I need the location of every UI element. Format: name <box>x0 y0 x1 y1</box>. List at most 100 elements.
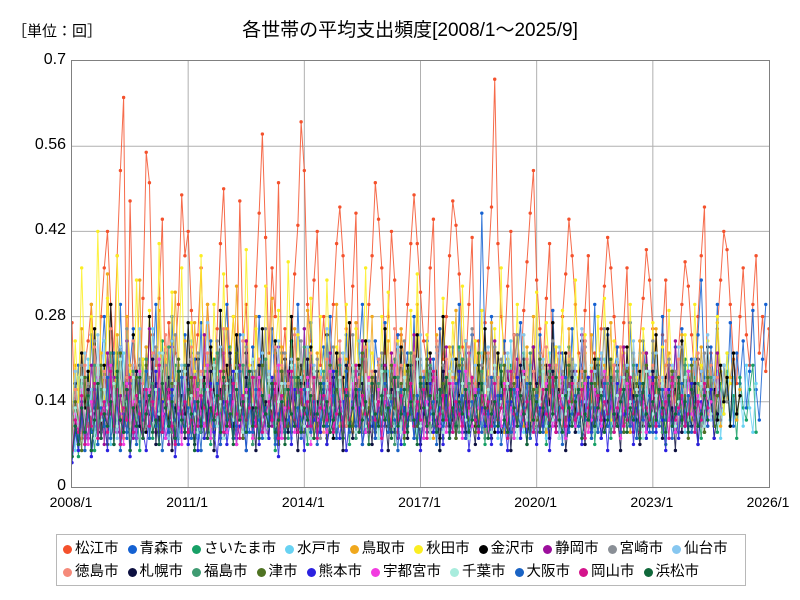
data-point <box>170 387 174 392</box>
data-point <box>99 412 103 416</box>
legend-label: 青森市 <box>139 541 184 558</box>
legend-item-さいたま市[interactable]: さいたま市 <box>192 542 276 557</box>
data-point <box>331 436 336 441</box>
legend-marker-icon <box>285 545 295 554</box>
legend-item-青森市[interactable]: 青森市 <box>127 541 184 558</box>
legend-item-岡山市[interactable]: 岡山市 <box>579 565 635 580</box>
data-point <box>415 333 419 337</box>
data-point <box>367 442 371 447</box>
data-point <box>334 412 339 416</box>
data-point <box>470 327 474 331</box>
data-point <box>454 223 458 228</box>
data-point <box>422 436 426 441</box>
data-point <box>522 375 526 380</box>
data-point <box>570 424 574 428</box>
data-point <box>489 442 494 447</box>
legend-item-浜松市[interactable]: 浜松市 <box>643 565 699 580</box>
data-point <box>722 400 726 404</box>
data-point <box>196 381 200 386</box>
data-point <box>92 436 97 441</box>
data-point <box>625 369 629 374</box>
data-point <box>244 247 248 252</box>
data-point <box>473 339 478 343</box>
data-point <box>544 436 549 441</box>
data-point <box>673 418 678 422</box>
data-point <box>573 430 578 434</box>
data-point <box>680 381 684 386</box>
legend-item-松江市[interactable]: 松江市 <box>63 542 119 557</box>
data-point <box>409 381 413 386</box>
data-point <box>635 394 639 398</box>
legend-item-秋田市[interactable]: 秋田市 <box>414 542 470 557</box>
data-point <box>547 448 552 453</box>
data-point <box>554 430 558 434</box>
data-point <box>363 430 368 434</box>
data-point <box>609 320 613 325</box>
data-point <box>328 430 332 434</box>
data-point <box>112 381 116 386</box>
data-point <box>183 400 187 404</box>
data-point <box>76 448 81 453</box>
data-point <box>286 424 290 428</box>
data-point <box>693 406 697 410</box>
legend-item-宮崎市[interactable]: 宮崎市 <box>607 542 663 557</box>
legend-item-福島市[interactable]: 福島市 <box>192 565 248 580</box>
data-point <box>296 302 300 307</box>
data-point <box>312 369 316 374</box>
data-point <box>354 327 358 331</box>
data-point <box>399 412 403 416</box>
data-point <box>83 442 87 447</box>
legend-item-大阪市[interactable]: 大阪市 <box>514 565 570 580</box>
data-point <box>251 442 255 447</box>
data-point <box>389 229 394 234</box>
data-point <box>467 381 471 386</box>
data-point <box>438 448 442 453</box>
data-point <box>718 424 723 428</box>
data-point <box>599 394 603 398</box>
data-point <box>680 394 684 398</box>
data-point <box>331 418 336 422</box>
legend-item-仙台市[interactable]: 仙台市 <box>672 542 728 557</box>
data-point <box>73 369 77 374</box>
legend-item-津市[interactable]: 津市 <box>256 565 298 580</box>
data-point <box>254 448 258 453</box>
data-point <box>618 387 623 392</box>
data-point <box>234 424 239 428</box>
data-point <box>115 333 119 337</box>
data-point <box>431 412 436 416</box>
plot-area <box>71 60 770 488</box>
data-point <box>664 387 668 392</box>
legend-item-宇都宮市[interactable]: 宇都宮市 <box>371 565 441 580</box>
data-point <box>418 381 423 386</box>
x-tick-label: 2020/1 <box>514 494 558 510</box>
legend-item-金沢市[interactable]: 金沢市 <box>478 542 534 557</box>
legend-item-徳島市[interactable]: 徳島市 <box>63 565 119 580</box>
data-point <box>538 400 542 404</box>
data-point <box>415 442 419 447</box>
data-point <box>79 327 84 331</box>
legend-item-水戸市[interactable]: 水戸市 <box>285 542 341 557</box>
legend-item-静岡市[interactable]: 静岡市 <box>543 542 599 557</box>
data-point <box>402 442 407 447</box>
legend-item-千葉市[interactable]: 千葉市 <box>450 565 506 580</box>
data-point <box>231 314 236 319</box>
data-point <box>564 351 568 355</box>
data-point <box>564 272 568 276</box>
legend-item-鳥取市[interactable]: 鳥取市 <box>349 542 405 557</box>
data-point <box>370 254 374 258</box>
legend-item-熊本市[interactable]: 熊本市 <box>306 565 362 580</box>
data-point <box>570 381 574 386</box>
data-point <box>583 442 587 447</box>
data-point <box>286 381 290 386</box>
data-point <box>451 406 455 410</box>
data-point <box>138 278 142 282</box>
data-point <box>502 418 507 422</box>
data-point <box>292 333 297 337</box>
data-point <box>644 363 649 367</box>
y-tick-label: 0.7 <box>43 51 66 68</box>
data-point <box>273 381 277 386</box>
data-point <box>609 375 613 380</box>
data-point <box>676 406 681 410</box>
legend-item-札幌市[interactable]: 札幌市 <box>127 565 183 580</box>
